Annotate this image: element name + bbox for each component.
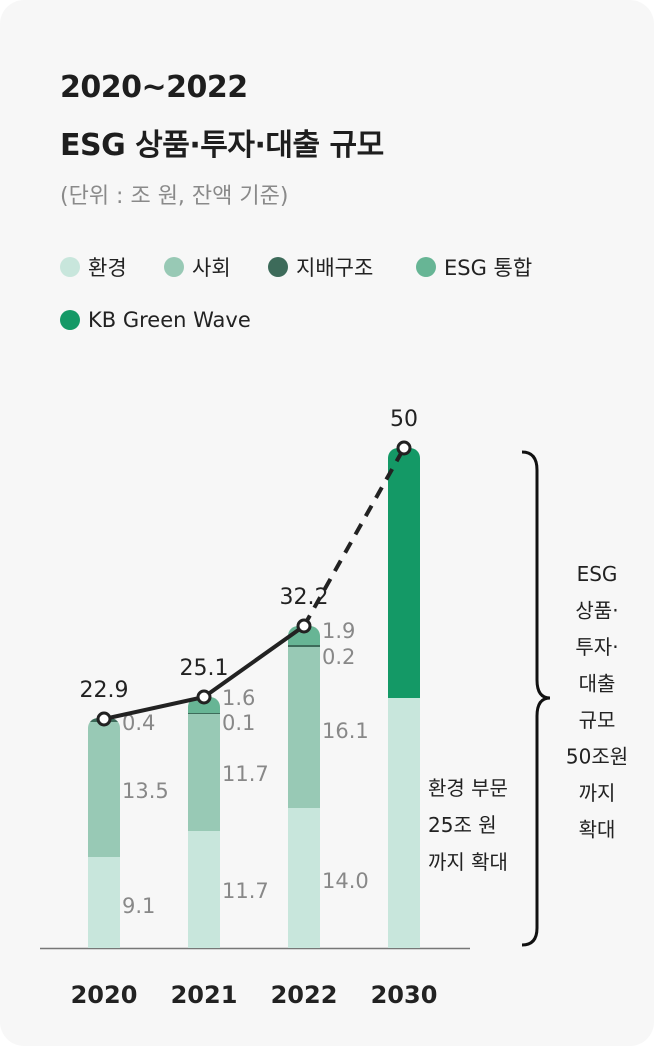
segment-label: 13.5 — [122, 779, 169, 803]
bar-segment-2022-2 — [288, 644, 320, 647]
legend-swatch — [60, 310, 80, 330]
segment-label: 16.1 — [322, 719, 369, 743]
legend-swatch — [416, 257, 436, 277]
environment-annotation: 25조 원 — [428, 813, 497, 837]
target-annotation: 대출 — [579, 672, 616, 696]
legend-item-kb-green-wave: KB Green Wave — [60, 308, 251, 332]
legend-item-social: 사회 — [164, 252, 231, 282]
x-tick-label: 2030 — [371, 981, 438, 1009]
target-annotation: 투자· — [575, 635, 618, 659]
bar-segment-2021-0 — [188, 831, 220, 948]
legend-item-environment: 환경 — [60, 252, 127, 282]
total-point — [96, 711, 112, 727]
x-tick-label: 2022 — [271, 981, 338, 1009]
chart-title-line1: 2020~2022 — [60, 70, 248, 105]
legend-label: 사회 — [192, 256, 231, 280]
total-point — [296, 618, 312, 634]
target-annotation: 까지 — [579, 781, 616, 805]
environment-annotation: 까지 확대 — [428, 850, 508, 874]
legend-label: ESG 통합 — [444, 256, 533, 280]
legend-label: 지배구조 — [296, 256, 374, 280]
legend-label: 환경 — [88, 256, 127, 280]
environment-annotation: 환경 부문 — [428, 776, 508, 800]
segment-label: 0.2 — [322, 645, 355, 669]
legend-swatch — [268, 257, 288, 277]
target-annotation: 확대 — [579, 818, 616, 842]
x-tick-label: 2021 — [171, 981, 238, 1009]
total-point — [396, 440, 412, 456]
legend-label: KB Green Wave — [88, 308, 251, 332]
total-point — [196, 689, 212, 705]
bar-segment-2020-0 — [88, 857, 120, 948]
bar-segment-2020-1 — [88, 722, 120, 857]
legend-item-governance: 지배구조 — [268, 252, 373, 282]
bar-segment-2021-3 — [188, 697, 220, 713]
bar-segment-2022-1 — [288, 647, 320, 808]
segment-label: 0.1 — [222, 711, 255, 735]
chart-title-line2: ESG 상품·투자·대출 규모 — [60, 128, 384, 163]
segment-label: 11.7 — [222, 762, 269, 786]
legend-item-esg-integration: ESG 통합 — [416, 252, 532, 282]
target-annotation: 50조원 — [566, 745, 628, 769]
segment-label: 1.9 — [322, 619, 355, 643]
legend-swatch — [60, 257, 80, 277]
brace — [521, 450, 551, 947]
total-label: 25.1 — [180, 656, 229, 681]
x-tick-label: 2020 — [71, 981, 138, 1009]
total-label: 32.2 — [280, 585, 329, 610]
legend-swatch — [164, 257, 184, 277]
segment-label: 14.0 — [322, 869, 369, 893]
target-annotation: 상품· — [575, 599, 618, 623]
total-label: 50 — [390, 407, 418, 432]
bar-segment-2022-0 — [288, 808, 320, 948]
target-annotation: 규모 — [579, 708, 616, 732]
segment-label: 11.7 — [222, 879, 269, 903]
target-annotation: ESG — [577, 562, 618, 586]
total-label: 22.9 — [80, 678, 129, 703]
segment-label: 1.6 — [222, 686, 255, 710]
bar-segment-2030-4 — [388, 448, 420, 698]
total-line-projection — [302, 447, 406, 627]
unit-note: (단위 : 조 원, 잔액 기준) — [60, 184, 289, 209]
bar-segment-2021-1 — [188, 714, 220, 831]
segment-label: 9.1 — [122, 894, 155, 918]
bar-segment-2030-0 — [388, 698, 420, 948]
